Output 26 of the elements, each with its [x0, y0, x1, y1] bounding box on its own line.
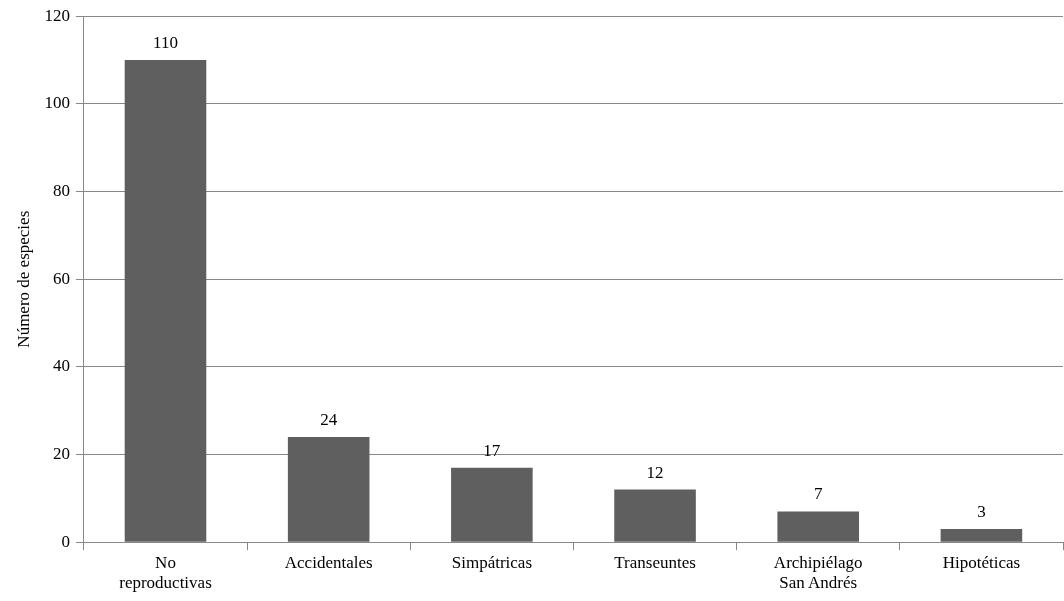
x-tick-label: Hipotéticas: [942, 552, 1021, 572]
data-label: 12: [646, 462, 664, 482]
bar: [287, 437, 370, 542]
x-tick-label: Transeuntes: [614, 552, 696, 572]
data-label: 7: [813, 484, 823, 504]
y-tick-label: 20: [52, 444, 70, 463]
y-axis-title: Número de especies: [13, 210, 33, 348]
y-tick-label: 80: [52, 181, 70, 200]
x-tick-label: Simpátricas: [451, 552, 532, 572]
y-tick-label: 100: [44, 93, 70, 113]
x-tick-label: Accidentales: [284, 552, 373, 572]
bar: [940, 529, 1023, 542]
y-tick-label: 0: [61, 531, 70, 551]
bar: [614, 489, 696, 542]
data-label: 110: [153, 33, 178, 52]
x-tick-label: No reproductivas: [119, 552, 212, 593]
y-tick-label: 40: [52, 356, 70, 376]
bar: [451, 467, 533, 542]
bar: [124, 60, 207, 542]
data-label: 3: [977, 502, 986, 522]
y-tick-label: 60: [52, 268, 70, 288]
data-label: 17: [483, 440, 501, 460]
x-tick-label: Archipiélago San Andrés: [773, 552, 863, 593]
data-label: 24: [320, 409, 338, 429]
bar: [777, 511, 860, 542]
y-tick-label: 120: [44, 5, 70, 25]
